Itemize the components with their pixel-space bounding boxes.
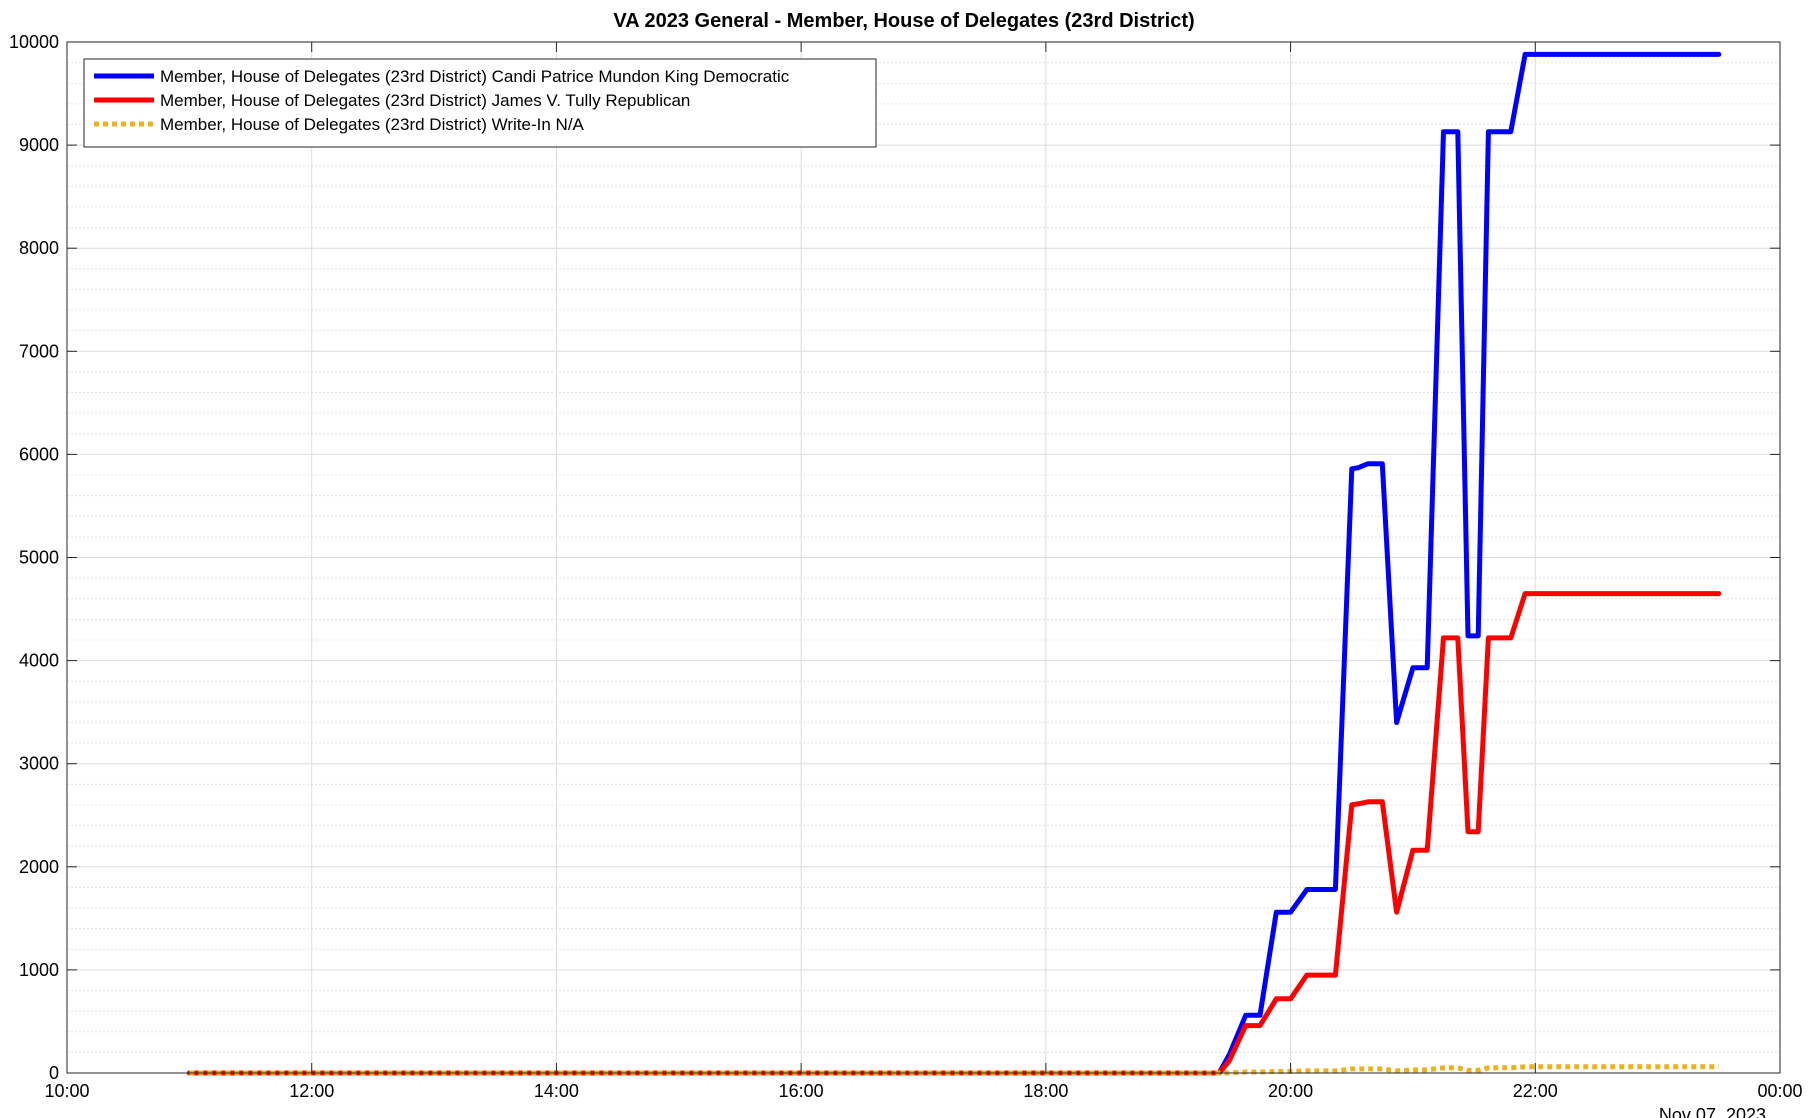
x-tick-label: 00:00 bbox=[1757, 1081, 1802, 1101]
legend-box bbox=[83, 58, 877, 148]
y-tick-label: 3000 bbox=[19, 754, 59, 774]
y-tick-label: 4000 bbox=[19, 651, 59, 671]
x-date-label: Nov 07, 2023 bbox=[1659, 1105, 1766, 1118]
y-tick-label: 9000 bbox=[19, 135, 59, 155]
y-tick-label: 0 bbox=[49, 1063, 59, 1083]
legend: Member, House of Delegates (23rd Distric… bbox=[83, 58, 877, 148]
x-tick-label: 10:00 bbox=[44, 1081, 89, 1101]
x-tick-label: 22:00 bbox=[1513, 1081, 1558, 1101]
grid bbox=[66, 41, 1781, 1074]
legend-label: Member, House of Delegates (23rd Distric… bbox=[160, 67, 790, 86]
legend-label: Member, House of Delegates (23rd Distric… bbox=[160, 115, 585, 134]
y-tick-label: 8000 bbox=[19, 238, 59, 258]
x-tick-label: 12:00 bbox=[289, 1081, 334, 1101]
y-tick-label: 5000 bbox=[19, 548, 59, 568]
y-tick-label: 6000 bbox=[19, 444, 59, 464]
series-line-2 bbox=[186, 591, 1722, 1076]
x-tick-label: 18:00 bbox=[1023, 1081, 1068, 1101]
x-tick-label: 16:00 bbox=[779, 1081, 824, 1101]
series-line-1 bbox=[186, 51, 1722, 1076]
y-tick-label: 2000 bbox=[19, 857, 59, 877]
chart-title: VA 2023 General - Member, House of Deleg… bbox=[613, 10, 1195, 32]
y-tick-label: 10000 bbox=[9, 32, 59, 52]
y-tick-label: 7000 bbox=[19, 341, 59, 361]
x-tick-label: 14:00 bbox=[534, 1081, 579, 1101]
legend-label: Member, House of Delegates (23rd Distric… bbox=[160, 91, 690, 110]
axis-ticks: 0 1000 2000 3000 4000 5000 6000 7000 8000 9000 100… bbox=[9, 32, 1803, 1101]
y-tick-label: 1000 bbox=[19, 960, 59, 980]
x-tick-label: 20:00 bbox=[1268, 1081, 1313, 1101]
series-lines bbox=[186, 51, 1722, 1076]
series-line-3 bbox=[189, 1064, 1719, 1076]
